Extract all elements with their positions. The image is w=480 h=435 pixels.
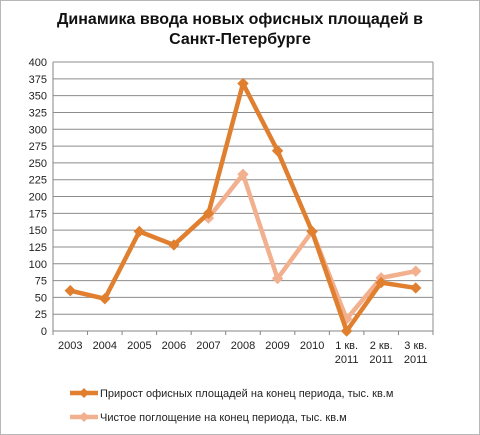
y-tick-label: 150 xyxy=(29,225,47,237)
x-tick-label: 2003 xyxy=(58,340,82,352)
x-tick-label: 2004 xyxy=(93,340,117,352)
y-tick-label: 275 xyxy=(29,141,47,153)
data-point xyxy=(202,207,215,220)
y-tick-label: 125 xyxy=(29,242,47,254)
x-tick-label: 2007 xyxy=(196,340,220,352)
data-point xyxy=(410,265,422,277)
x-tick-label: 2008 xyxy=(231,340,255,352)
y-tick-label: 200 xyxy=(29,192,47,204)
y-tick-label: 300 xyxy=(29,124,47,136)
data-point xyxy=(168,239,180,251)
x-tick-label: 2011 xyxy=(335,354,359,366)
data-point xyxy=(64,284,76,297)
data-point xyxy=(99,293,111,305)
y-tick-label: 400 xyxy=(29,57,47,69)
y-tick-label: 250 xyxy=(29,158,47,170)
x-tick-label: 1 кв. xyxy=(335,340,358,352)
y-tick-label: 100 xyxy=(29,259,47,271)
x-tick-label: 2011 xyxy=(369,354,393,366)
x-tick-label: 2011 xyxy=(404,354,428,366)
data-point xyxy=(340,325,353,337)
y-tick-label: 0 xyxy=(41,326,47,338)
legend-label-1: Прирост офисных площадей на конец период… xyxy=(100,388,393,400)
series-line-1 xyxy=(68,81,418,334)
y-tick-label: 225 xyxy=(29,175,47,187)
x-tick-label: 2 кв. xyxy=(370,340,393,352)
y-tick-label: 175 xyxy=(29,208,47,220)
legend-marker-2 xyxy=(79,412,89,422)
x-tick-label: 2006 xyxy=(162,340,186,352)
x-tick-label: 2005 xyxy=(127,340,151,352)
x-tick-label: 3 кв. xyxy=(404,340,427,352)
data-point xyxy=(375,276,387,289)
data-point xyxy=(306,225,318,238)
y-tick-label: 50 xyxy=(35,292,47,304)
chart-title: Динамика ввода новых офисных площадей в … xyxy=(57,11,423,48)
data-point xyxy=(237,77,249,90)
x-tick-label: 2009 xyxy=(265,340,289,352)
data-point xyxy=(271,145,284,157)
legend-label-2: Чистое поглощение на конец периода, тыс.… xyxy=(100,412,347,424)
legend-marker-1 xyxy=(79,388,89,398)
x-tick-label: 2010 xyxy=(300,340,324,352)
data-point xyxy=(237,168,249,181)
data-point xyxy=(410,282,422,294)
data-point xyxy=(133,225,146,238)
y-tick-label: 25 xyxy=(35,309,47,321)
y-tick-label: 375 xyxy=(29,74,47,86)
y-tick-label: 325 xyxy=(29,107,47,119)
data-point xyxy=(271,272,284,285)
y-tick-label: 350 xyxy=(29,91,47,103)
y-tick-label: 75 xyxy=(35,276,47,288)
